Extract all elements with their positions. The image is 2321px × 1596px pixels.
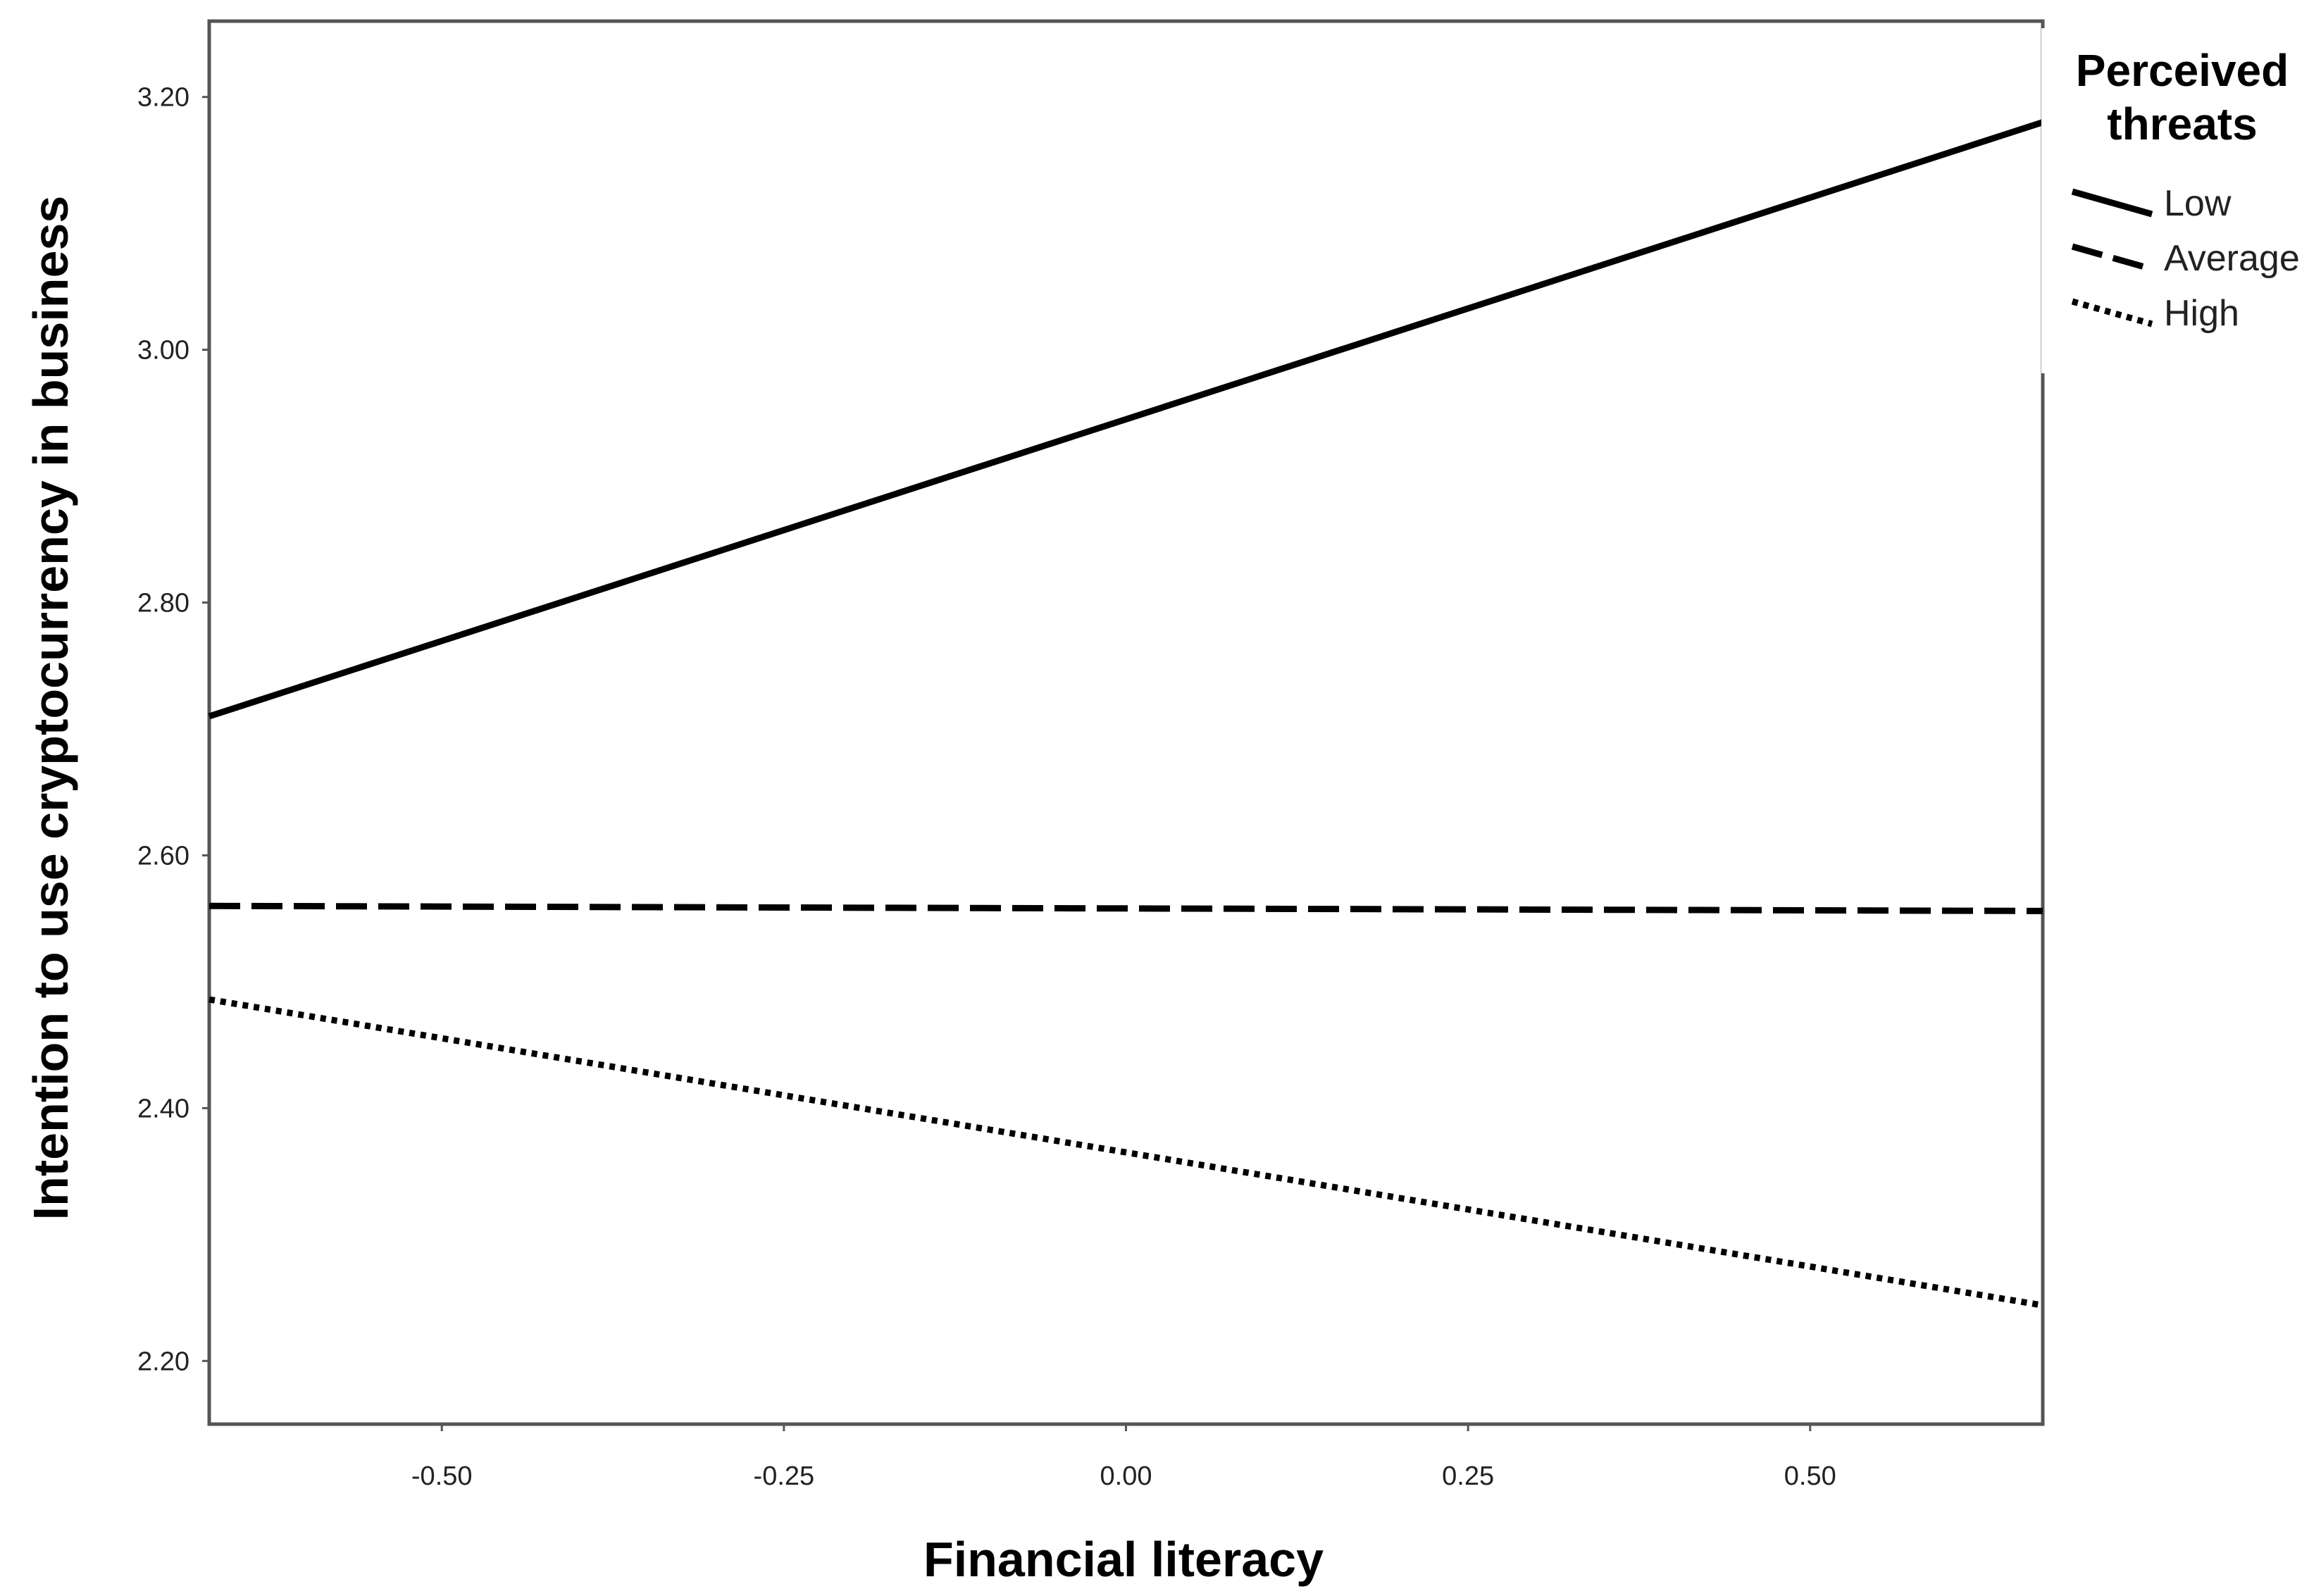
y-axis-ticks: 2.20 2.40 2.60 2.80 3.00 3.20 bbox=[137, 83, 209, 1376]
legend-label-low: Low bbox=[2164, 183, 2232, 224]
legend-key-average bbox=[2071, 243, 2153, 273]
x-tick-label: 0.50 bbox=[1784, 1461, 1836, 1491]
y-tick-label: 2.60 bbox=[137, 841, 189, 871]
y-tick-label: 2.20 bbox=[137, 1347, 189, 1376]
legend-key-low bbox=[2071, 188, 2153, 218]
x-axis-ticks: -0.50 -0.25 0.00 0.25 0.50 bbox=[411, 1424, 1836, 1491]
x-tick-label: 0.00 bbox=[1100, 1461, 1152, 1491]
y-tick-label: 2.40 bbox=[137, 1094, 189, 1123]
series-line-high bbox=[209, 996, 2043, 1309]
legend-title-line-1: Perceived bbox=[2076, 45, 2289, 96]
plot-frame bbox=[207, 19, 2045, 1426]
series-lines bbox=[208, 119, 2044, 1309]
y-tick-label: 3.00 bbox=[137, 336, 189, 366]
y-axis-title: Intention to use cryptocurrency in busin… bbox=[23, 196, 78, 1221]
y-tick-label: 3.20 bbox=[137, 83, 189, 113]
legend-items: Low Average High bbox=[2071, 183, 2300, 334]
x-tick-label: -0.50 bbox=[411, 1461, 473, 1491]
x-axis-title: Financial literacy bbox=[923, 1532, 1324, 1587]
legend: Perceived threats Low Average High bbox=[2041, 28, 2321, 373]
legend-title-line-2: threats bbox=[2107, 99, 2257, 149]
series-line-low bbox=[208, 119, 2044, 720]
legend-background bbox=[2041, 28, 2321, 373]
series-line-average bbox=[209, 902, 2043, 914]
x-tick-label: 0.25 bbox=[1442, 1461, 1494, 1491]
legend-key-high bbox=[2071, 298, 2153, 328]
x-tick-label: -0.25 bbox=[754, 1461, 815, 1491]
y-tick-label: 2.80 bbox=[137, 589, 189, 618]
legend-label-average: Average bbox=[2164, 238, 2300, 279]
legend-label-high: High bbox=[2164, 293, 2239, 334]
